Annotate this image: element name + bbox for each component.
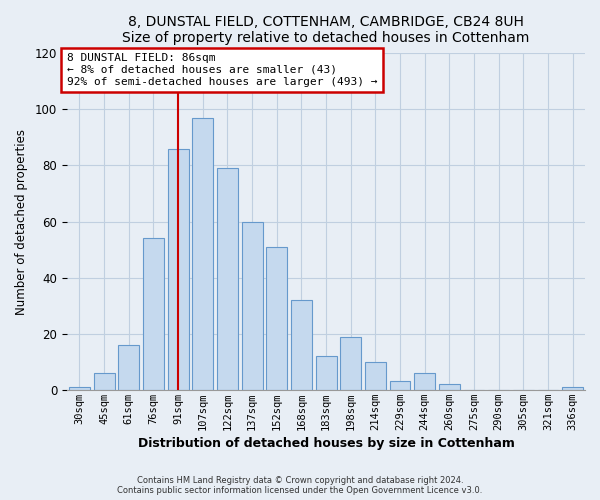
Bar [562,387,583,390]
Y-axis label: Number of detached properties: Number of detached properties [15,128,28,314]
Title: 8, DUNSTAL FIELD, COTTENHAM, CAMBRIDGE, CB24 8UH
Size of property relative to de: 8, DUNSTAL FIELD, COTTENHAM, CAMBRIDGE, … [122,15,530,45]
X-axis label: Distribution of detached houses by size in Cottenham: Distribution of detached houses by size … [137,437,514,450]
Bar [94,373,115,390]
Bar [217,168,238,390]
Bar [414,373,435,390]
Bar [439,384,460,390]
Bar [389,382,410,390]
Text: 8 DUNSTAL FIELD: 86sqm
← 8% of detached houses are smaller (43)
92% of semi-deta: 8 DUNSTAL FIELD: 86sqm ← 8% of detached … [67,54,377,86]
Bar [340,336,361,390]
Bar [291,300,312,390]
Bar [118,345,139,390]
Bar [365,362,386,390]
Bar [316,356,337,390]
Bar [242,222,263,390]
Bar [69,387,90,390]
Bar [143,238,164,390]
Bar [266,247,287,390]
Text: Contains HM Land Registry data © Crown copyright and database right 2024.
Contai: Contains HM Land Registry data © Crown c… [118,476,482,495]
Bar [167,148,188,390]
Bar [192,118,213,390]
